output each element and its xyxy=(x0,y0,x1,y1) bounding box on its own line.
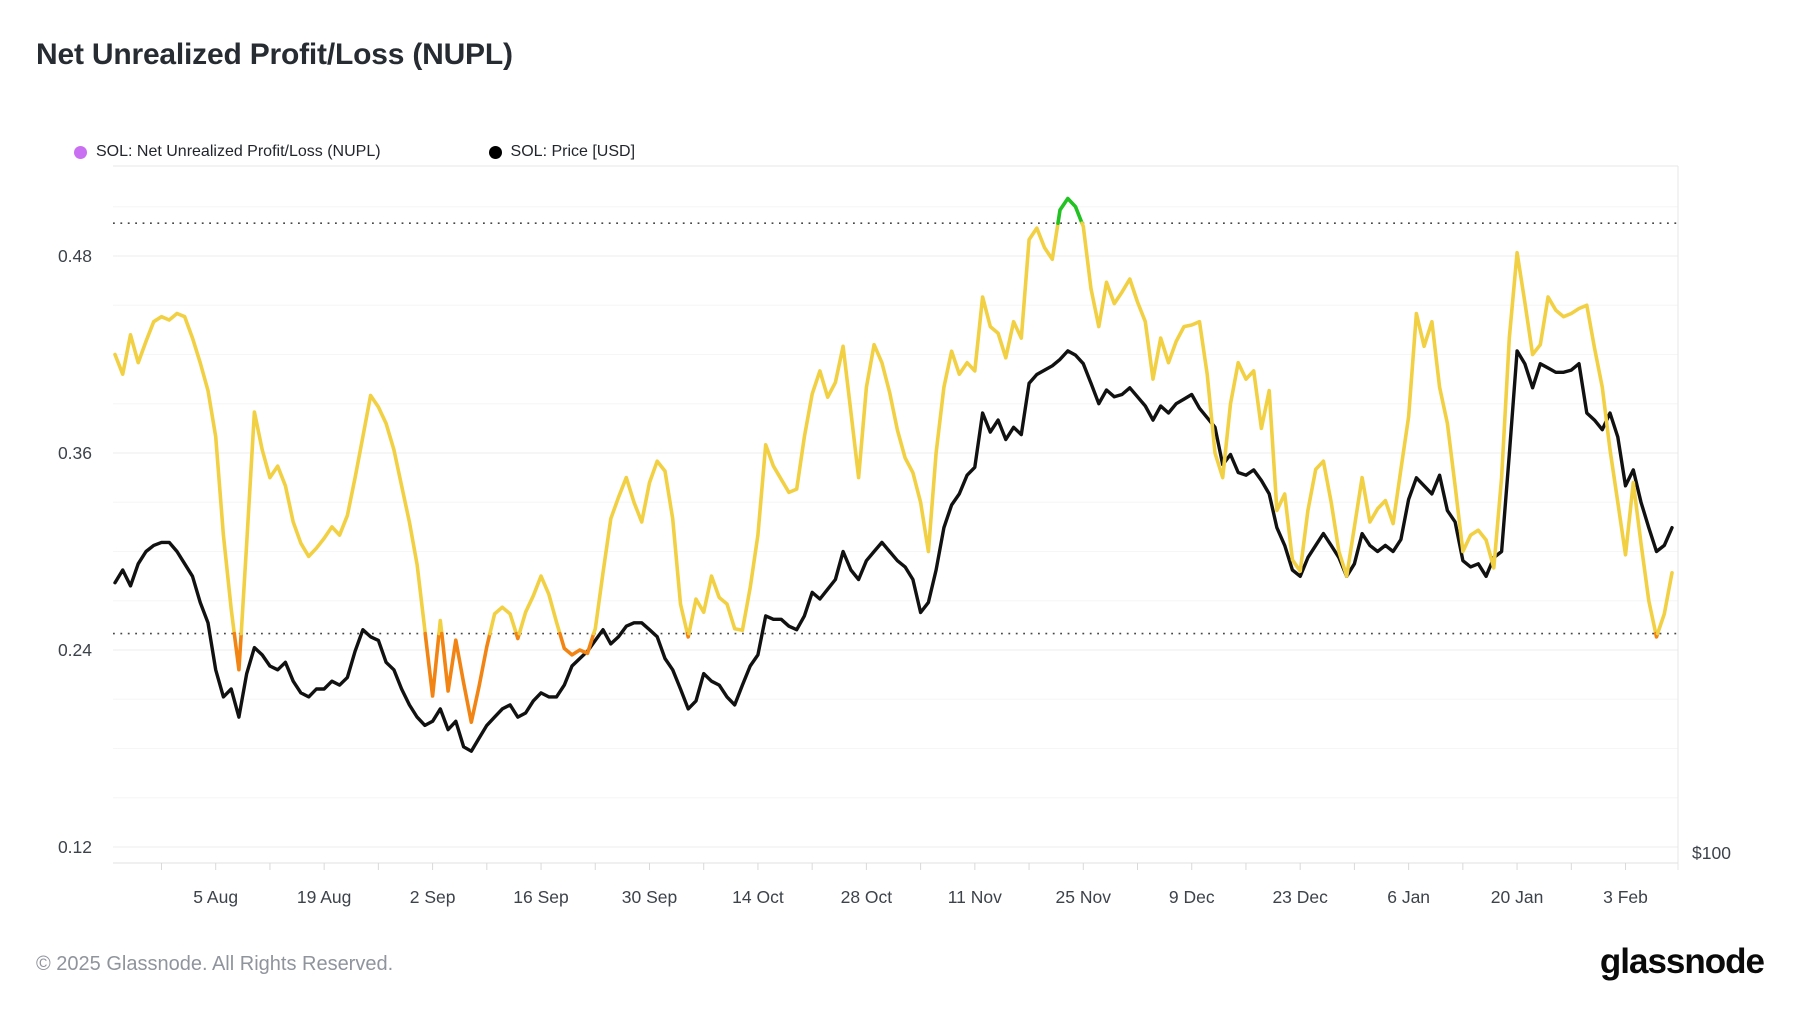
x-axis-tick-label: 30 Sep xyxy=(622,887,677,907)
x-axis-tick-label: 9 Dec xyxy=(1169,887,1215,907)
x-axis-tick-label: 25 Nov xyxy=(1056,887,1112,907)
nupl-line-segment xyxy=(439,631,492,725)
nupl-line-segment xyxy=(517,574,562,636)
nupl-line-segment xyxy=(113,311,237,636)
legend-item-price[interactable]: SOL: Price [USD] xyxy=(488,143,636,161)
nupl-line-segment xyxy=(239,393,428,636)
nupl-line-segment xyxy=(591,459,690,636)
legend-label-price: SOL: Price [USD] xyxy=(510,143,636,160)
x-axis-tick-label: 20 Jan xyxy=(1491,887,1544,907)
y-axis-tick-label: 0.12 xyxy=(58,837,92,857)
nupl-line-segment xyxy=(558,631,596,657)
x-axis-tick-label: 5 Aug xyxy=(193,887,238,907)
x-axis-tick-label: 3 Feb xyxy=(1603,887,1648,907)
x-axis-tick-label: 16 Sep xyxy=(513,887,568,907)
nupl-line-segment xyxy=(1080,221,1658,636)
y-axis-tick-label: 0.48 xyxy=(58,246,92,266)
legend-item-nupl[interactable]: SOL: Net Unrealized Profit/Loss (NUPL) xyxy=(74,143,381,161)
x-axis-tick-label: 6 Jan xyxy=(1387,887,1430,907)
nupl-line-segment xyxy=(232,631,243,672)
nupl-line-segment xyxy=(423,631,441,698)
x-axis-tick-label: 23 Dec xyxy=(1272,887,1328,907)
price-line xyxy=(113,349,1674,753)
glassnode-logo: glassnode xyxy=(1599,942,1765,981)
x-axis-tick-label: 2 Sep xyxy=(410,887,456,907)
chart-legend: SOL: Net Unrealized Profit/Loss (NUPL) S… xyxy=(74,140,635,164)
copyright-text: © 2025 Glassnode. All Rights Reserved. xyxy=(36,953,394,975)
legend-label-nupl: SOL: Net Unrealized Profit/Loss (NUPL) xyxy=(96,143,381,160)
nupl-line-segment xyxy=(488,605,519,636)
y-axis-right-label: $100 xyxy=(1692,843,1731,863)
page-title: Net Unrealized Profit/Loss (NUPL) xyxy=(36,38,513,71)
x-axis-tick-label: 28 Oct xyxy=(841,887,893,907)
nupl-line-segment xyxy=(687,221,1060,636)
y-axis-tick-label: 0.24 xyxy=(58,640,92,660)
y-axis-tick-label: 0.36 xyxy=(58,443,92,463)
nupl-line-segment xyxy=(1056,196,1084,225)
x-axis-tick-label: 19 Aug xyxy=(297,887,352,907)
nupl-line-segment xyxy=(1655,570,1674,636)
x-axis-tick-label: 11 Nov xyxy=(948,887,1002,907)
price-series-dot-icon xyxy=(488,145,502,159)
nupl-series-dot-icon xyxy=(74,145,87,159)
x-axis-tick-label: 14 Oct xyxy=(732,887,784,907)
nupl-line-segment xyxy=(437,618,444,636)
